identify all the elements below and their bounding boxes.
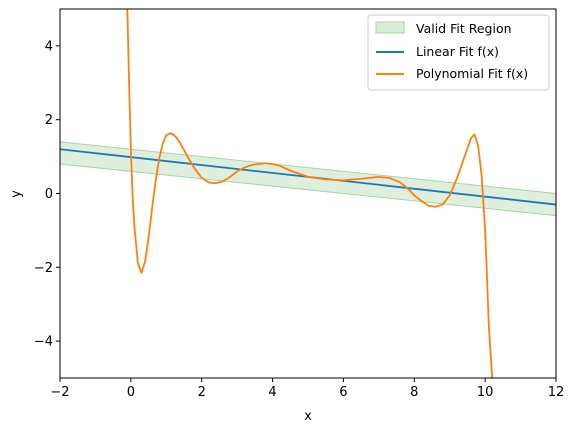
- legend-frame: [367, 14, 550, 91]
- x-tick-label: 10: [477, 385, 494, 400]
- x-tick-label: 2: [198, 385, 206, 400]
- x-tick-label: 6: [339, 385, 347, 400]
- valid-fit-band: [60, 141, 556, 217]
- y-tick-label: 4: [45, 39, 53, 54]
- x-tick-label: −2: [50, 385, 69, 400]
- y-tick-label: 0: [45, 187, 53, 202]
- x-tick-label: 4: [268, 385, 276, 400]
- y-tick-label: −2: [34, 261, 53, 276]
- x-axis-label: x: [304, 409, 312, 424]
- x-tick-label: 12: [548, 385, 565, 400]
- legend-label-band: Valid Fit Region: [416, 21, 512, 36]
- y-tick-label: 2: [45, 113, 53, 128]
- polynomial-fit-line: [126, 9, 494, 378]
- legend: Valid Fit Region Linear Fit f(x) Polynom…: [367, 14, 550, 91]
- legend-label-polynomial: Polynomial Fit f(x): [416, 66, 528, 81]
- legend-swatch-band: [375, 21, 405, 34]
- legend-label-linear: Linear Fit f(x): [416, 44, 499, 59]
- y-axis-label: y: [9, 190, 24, 198]
- y-tick-label: −4: [34, 335, 53, 350]
- x-tick-label: 0: [127, 385, 135, 400]
- x-tick-label: 8: [410, 385, 418, 400]
